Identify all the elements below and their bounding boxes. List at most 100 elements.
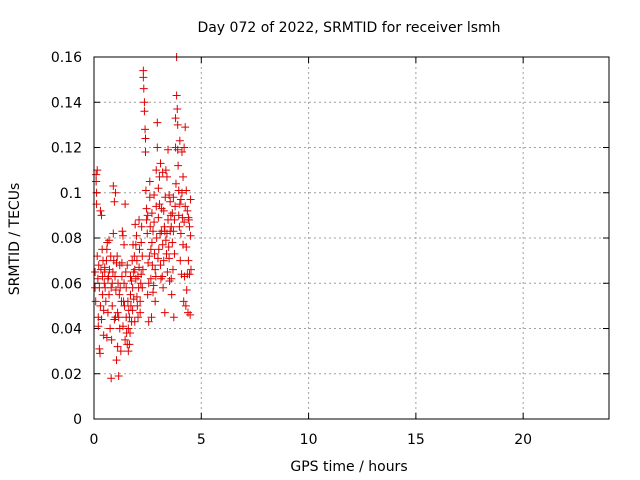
data-point [137,238,146,247]
data-point [147,209,156,218]
data-point [150,191,159,200]
data-point [176,229,185,238]
data-point [105,236,114,245]
data-point [166,197,175,206]
data-point [156,261,165,270]
data-point [107,374,116,383]
data-point [103,308,112,317]
data-point [111,272,120,281]
data-point [156,159,165,168]
data-point [169,313,178,322]
data-point [103,238,112,247]
data-point [127,276,136,285]
data-point [152,234,161,242]
data-point [170,215,179,224]
data-point [136,279,145,288]
data-point [120,240,129,249]
data-point [151,297,160,306]
data-point [114,313,123,322]
data-point [156,229,165,238]
data-point [140,107,149,116]
data-point [94,261,103,270]
data-point [131,240,140,249]
data-point [146,222,155,231]
data-point [159,206,168,215]
data-point [154,245,163,254]
data-point [146,274,155,283]
data-point [93,166,102,175]
data-point [123,297,132,306]
data-point [132,231,141,240]
data-point [126,290,135,299]
data-point [138,283,147,292]
data-point [108,267,117,276]
data-point [106,324,115,333]
data-point [186,231,195,240]
data-point [147,313,156,322]
data-point [141,148,150,157]
data-point [176,195,185,204]
data-point [113,342,122,351]
data-point [167,222,176,231]
data-point [111,286,120,295]
data-point [137,270,146,279]
data-point [136,308,145,317]
y-tick-label: 0.14 [51,95,82,111]
data-point [183,206,192,215]
data-point [102,256,111,265]
data-point [162,249,171,258]
data-point [180,218,189,227]
data-point [162,172,171,181]
data-point [148,261,157,270]
data-point [145,252,154,261]
data-point [131,220,140,229]
data-point [163,267,172,276]
data-point [99,306,108,315]
data-point [179,172,188,181]
data-point [118,322,127,331]
y-tick-label: 0.08 [51,231,82,247]
data-point [93,274,102,283]
data-point [96,301,105,310]
data-point [171,143,180,152]
data-point [95,344,104,353]
data-point [185,270,194,279]
data-point [150,249,159,258]
data-point [121,200,130,209]
data-point [173,145,182,154]
data-point [154,213,163,222]
data-point [135,263,144,272]
data-point [105,290,114,299]
data-point [143,211,152,220]
data-point [182,186,191,195]
y-tick-label: 0 [73,412,82,428]
x-axis-label: GPS time / hours [290,459,407,475]
data-point [144,317,153,326]
data-point [146,245,155,254]
data-point [142,215,151,224]
data-point [181,202,190,211]
data-point [171,179,180,188]
data-point [186,265,195,274]
data-point [124,347,133,356]
data-point [135,245,144,254]
data-point [141,134,150,143]
data-point [130,252,139,261]
data-point [141,125,150,134]
data-point [149,288,158,297]
x-tick-label: 5 [197,432,206,448]
data-point [94,322,103,331]
data-point [136,297,145,306]
x-tick-label: 15 [407,432,425,448]
data-point [168,265,177,274]
chart-title: Day 072 of 2022, SRMTID for receiver lsm… [197,20,500,36]
data-point [93,252,102,261]
data-point [133,301,142,310]
data-point [128,306,137,315]
data-point [125,313,134,322]
data-point [168,209,177,218]
data-point [158,272,167,281]
data-point [180,143,189,152]
data-point [97,315,106,324]
data-point [116,347,125,356]
